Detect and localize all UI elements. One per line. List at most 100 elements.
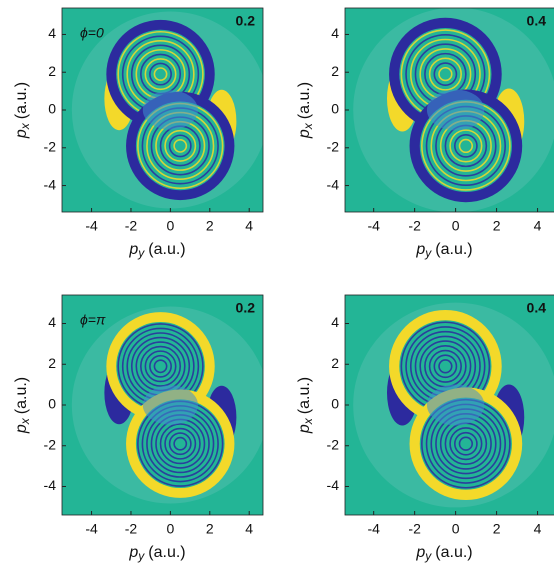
y-axis-label-subscript: x [18, 417, 32, 425]
x-axis-label-subscript: y [137, 549, 145, 563]
y-axis-label-symbol: p [296, 129, 313, 139]
heatmap [345, 295, 554, 515]
ring [428, 57, 462, 91]
y-axis-label-subscript: x [18, 122, 32, 130]
ring [168, 432, 192, 456]
x-tick-label: -4 [367, 218, 380, 234]
x-axis-label-unit: (a.u.) [435, 241, 472, 258]
x-axis-label-subscript: y [137, 246, 145, 260]
y-tick-label: 0 [331, 101, 339, 117]
heatmap [62, 295, 263, 515]
x-axis-label-symbol: p [415, 241, 425, 258]
ring [438, 359, 453, 374]
ring [168, 134, 192, 158]
intensity-label: 0.2 [236, 13, 256, 29]
x-axis-label-unit: (a.u.) [148, 544, 185, 561]
x-axis-label-subscript: y [424, 549, 432, 563]
y-axis-label-symbol: p [13, 129, 30, 139]
center-structure [142, 385, 198, 425]
y-axis-label-symbol: p [13, 424, 30, 434]
center-structure [426, 89, 485, 131]
x-tick-label: -2 [408, 521, 421, 537]
phase-label: ϕ=0 [80, 25, 104, 41]
ring [164, 129, 197, 162]
y-tick-label: 2 [48, 355, 56, 371]
y-axis-label: px (a.u.) [296, 377, 315, 434]
y-axis-label-unit: (a.u.) [296, 82, 313, 119]
x-tick-label: 0 [166, 521, 174, 537]
y-axis-label-subscript: x [301, 122, 315, 130]
x-tick-label: -4 [367, 521, 380, 537]
center-structure [142, 90, 198, 130]
y-tick-label: 2 [48, 63, 56, 79]
x-tick-label: 0 [452, 521, 460, 537]
heatmap [345, 8, 554, 212]
ring [449, 427, 483, 461]
x-tick-label: -4 [85, 218, 98, 234]
x-tick-label: 2 [206, 218, 214, 234]
intensity-label: 0.2 [236, 300, 256, 316]
x-axis-label: py (a.u.) [415, 544, 472, 563]
y-tick-label: -2 [327, 138, 340, 154]
heatmap [62, 8, 263, 212]
x-tick-label: 2 [206, 521, 214, 537]
ring [458, 138, 474, 154]
y-tick-label: -2 [44, 436, 57, 452]
ring [433, 62, 458, 86]
x-tick-label: -4 [85, 521, 98, 537]
ring [428, 349, 462, 383]
ring [173, 436, 188, 451]
y-axis-label: px (a.u.) [13, 377, 32, 434]
x-tick-label: 0 [452, 218, 460, 234]
y-tick-label: 0 [331, 396, 339, 412]
ring [454, 431, 478, 456]
x-tick-label: 2 [493, 218, 501, 234]
x-axis-label: py (a.u.) [128, 241, 185, 260]
center-structure [426, 384, 485, 426]
x-tick-label: 4 [245, 521, 253, 537]
ring [433, 354, 458, 379]
y-axis-label-unit: (a.u.) [13, 82, 30, 119]
ring [149, 62, 172, 86]
y-tick-label: -4 [44, 477, 57, 493]
y-axis-label-unit: (a.u.) [296, 377, 313, 414]
x-axis-label: py (a.u.) [128, 544, 185, 563]
y-tick-label: 0 [48, 101, 56, 117]
x-axis-label-symbol: p [128, 241, 138, 258]
x-tick-label: 4 [245, 218, 253, 234]
y-tick-label: -2 [44, 138, 57, 154]
x-tick-label: -2 [125, 521, 138, 537]
y-tick-label: 4 [48, 314, 56, 330]
intensity-label: 0.4 [527, 300, 547, 316]
x-axis-label-symbol: p [415, 544, 425, 561]
y-tick-label: -4 [327, 176, 340, 192]
ring [164, 427, 197, 460]
y-tick-label: 4 [48, 25, 56, 41]
ring [140, 345, 182, 387]
x-tick-label: -2 [125, 218, 138, 234]
ring [153, 359, 168, 374]
y-tick-label: 2 [331, 355, 339, 371]
ring [438, 66, 453, 82]
y-tick-label: 4 [331, 314, 339, 330]
ring [173, 138, 188, 153]
y-tick-label: -4 [327, 477, 340, 493]
y-axis-label: px (a.u.) [13, 82, 32, 139]
x-axis-label-subscript: y [424, 246, 432, 260]
y-axis-label-subscript: x [301, 417, 315, 425]
intensity-label: 0.4 [527, 13, 547, 29]
x-tick-label: 4 [534, 521, 542, 537]
y-tick-label: 2 [331, 63, 339, 79]
y-tick-label: 4 [331, 25, 339, 41]
x-axis-label-symbol: p [128, 544, 138, 561]
y-axis-label: px (a.u.) [296, 82, 315, 139]
ring [149, 354, 172, 378]
x-axis-label-unit: (a.u.) [435, 544, 472, 561]
y-tick-label: -4 [44, 176, 57, 192]
phase-label: ϕ=π [80, 312, 106, 328]
x-tick-label: 4 [534, 218, 542, 234]
y-axis-label-unit: (a.u.) [13, 377, 30, 414]
ring [159, 423, 201, 465]
ring [449, 129, 483, 163]
